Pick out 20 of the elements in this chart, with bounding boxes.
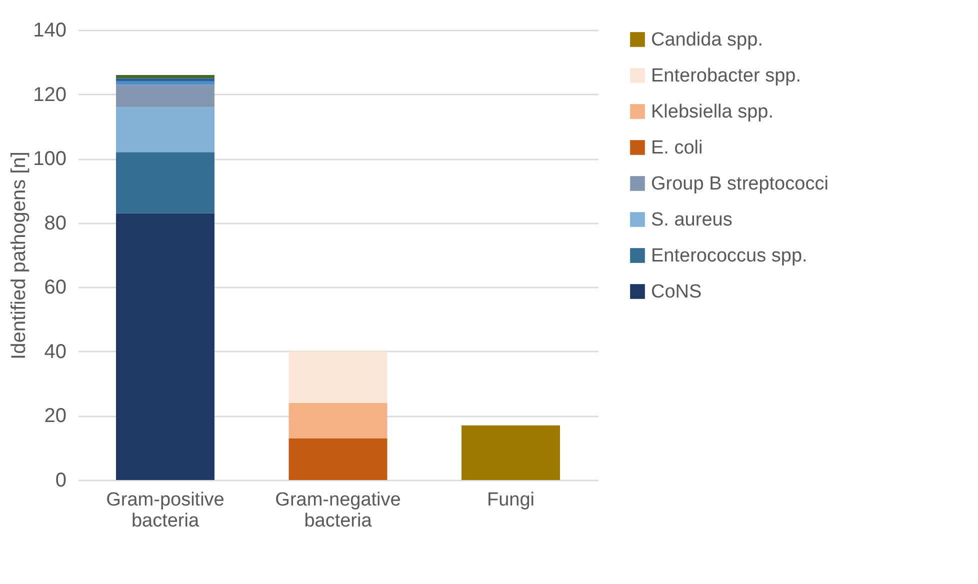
y-tick-label: 20 [44, 405, 66, 428]
legend-label: Enterobacter spp. [651, 66, 801, 86]
y-tick-label: 0 [55, 470, 66, 492]
y-tick-label: 40 [44, 340, 66, 363]
legend-label: S. aureus [651, 210, 732, 230]
x-tick-label: Gram-positive bacteria [106, 490, 224, 532]
y-tick-label: 120 [33, 84, 66, 106]
y-tick-label: 80 [44, 212, 66, 234]
legend-label: Enterococcus spp. [651, 246, 808, 266]
legend-label: Group B streptococci [651, 174, 828, 194]
y-tick-label: 100 [33, 148, 66, 170]
x-tick-label: Fungi [486, 490, 535, 510]
y-tick-label: 140 [33, 20, 66, 42]
legend-label: Candida spp. [651, 30, 763, 50]
legend-label: CoNS [651, 282, 702, 302]
x-tick-label: Gram-negative bacteria [275, 490, 401, 532]
legend-label: E. coli [651, 138, 703, 158]
legend-label: Klebsiella spp. [651, 102, 774, 122]
y-axis-title: Identified pathogens [n] [8, 152, 30, 360]
y-tick-label: 60 [44, 276, 66, 299]
